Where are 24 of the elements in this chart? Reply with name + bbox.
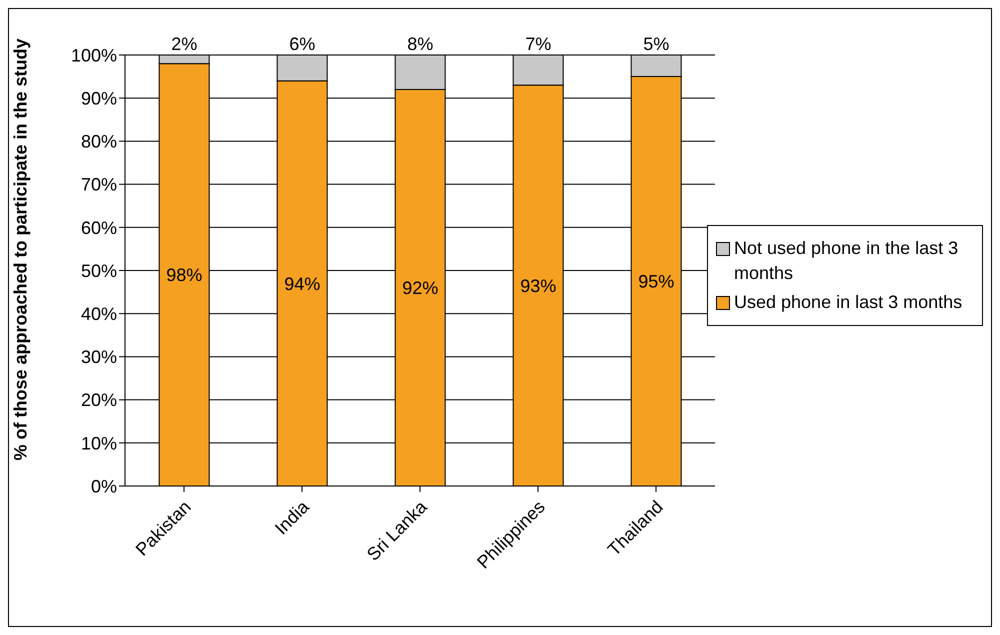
data-label: 92% <box>402 278 438 298</box>
y-tick-label: 90% <box>80 88 117 108</box>
y-tick-label: 0% <box>90 476 117 496</box>
y-tick-label: 10% <box>80 433 117 454</box>
y-tick-label: 20% <box>80 390 117 410</box>
legend-label: Used phone in last 3 months <box>734 291 962 314</box>
y-tick-label: 50% <box>80 260 117 281</box>
y-tick-label: 70% <box>80 174 117 195</box>
data-label: 94% <box>284 274 320 294</box>
data-label: 5% <box>643 34 670 54</box>
data-label: 95% <box>638 272 674 292</box>
data-label: 6% <box>289 34 316 54</box>
y-tick-label: 40% <box>80 304 117 324</box>
y-tick-label: 100% <box>70 45 117 66</box>
y-tick-label: 80% <box>80 132 117 152</box>
y-axis-title: % of those approached to participate in the study <box>10 38 30 460</box>
y-tick-label: 60% <box>80 218 117 238</box>
data-label: 8% <box>407 34 434 54</box>
data-label: 2% <box>171 34 198 54</box>
data-label: 98% <box>166 265 202 286</box>
legend-label: Not used phone in the last 3 months <box>734 237 960 285</box>
data-label: 7% <box>525 34 552 54</box>
y-tick-label: 30% <box>80 347 117 368</box>
data-label: 93% <box>520 276 556 296</box>
